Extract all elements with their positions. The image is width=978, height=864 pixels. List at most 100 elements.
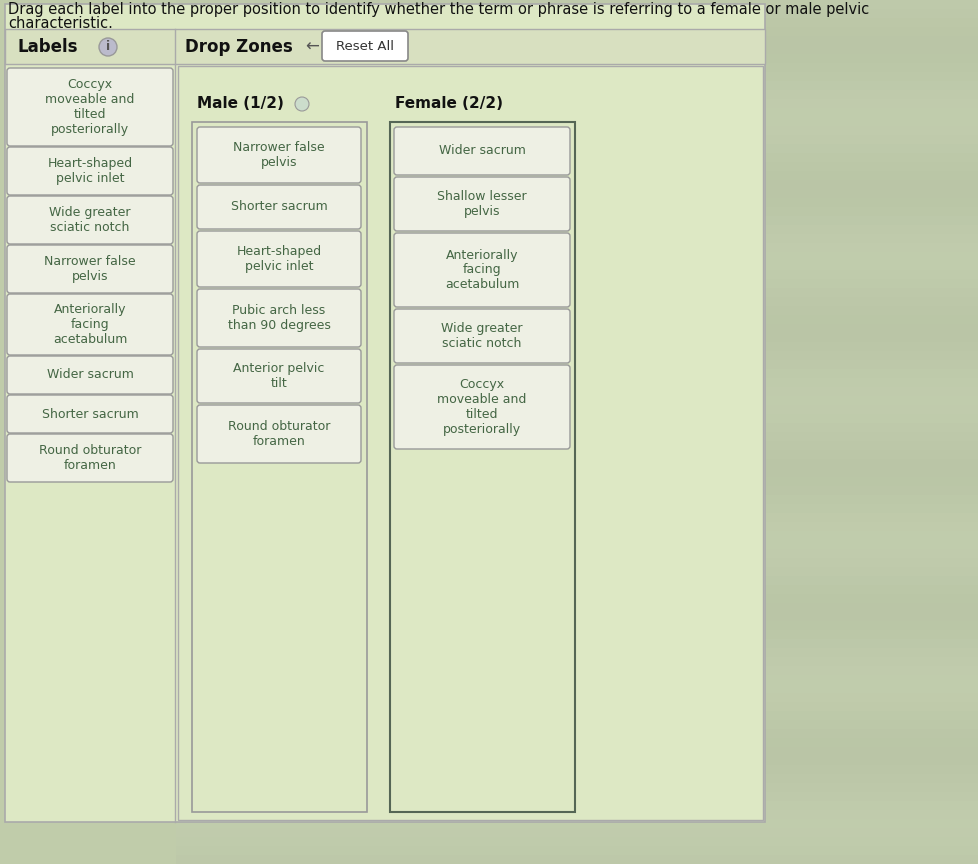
Text: Drag each label into the proper position to identify whether the term or phrase : Drag each label into the proper position… xyxy=(8,2,868,17)
Text: Coccyx
moveable and
tilted
posteriorally: Coccyx moveable and tilted posteriorally xyxy=(45,78,135,136)
Bar xyxy=(176,747,978,756)
Bar xyxy=(176,639,978,648)
Bar xyxy=(176,54,978,63)
Bar xyxy=(176,9,978,18)
Text: characteristic.: characteristic. xyxy=(8,16,112,31)
Bar xyxy=(176,756,978,765)
Bar xyxy=(176,360,978,369)
Bar xyxy=(176,801,978,810)
Bar xyxy=(176,783,978,792)
FancyBboxPatch shape xyxy=(197,231,361,287)
Text: Shallow lesser
pelvis: Shallow lesser pelvis xyxy=(437,190,526,218)
Bar xyxy=(176,180,978,189)
Bar xyxy=(176,324,978,333)
Text: Reset All: Reset All xyxy=(335,40,393,53)
FancyBboxPatch shape xyxy=(197,127,361,183)
Bar xyxy=(176,108,978,117)
Bar xyxy=(176,36,978,45)
Bar xyxy=(176,486,978,495)
FancyBboxPatch shape xyxy=(393,177,569,231)
Bar xyxy=(176,594,978,603)
Text: Drop Zones: Drop Zones xyxy=(185,38,292,56)
Bar xyxy=(176,630,978,639)
Text: Shorter sacrum: Shorter sacrum xyxy=(231,200,327,213)
Bar xyxy=(176,558,978,567)
Bar xyxy=(176,315,978,324)
Bar xyxy=(176,387,978,396)
Text: Wide greater
sciatic notch: Wide greater sciatic notch xyxy=(49,206,131,234)
Text: Narrower false
pelvis: Narrower false pelvis xyxy=(44,255,136,283)
Bar xyxy=(176,216,978,225)
Text: i: i xyxy=(106,41,110,54)
Bar xyxy=(176,702,978,711)
Text: Coccyx
moveable and
tilted
posteriorally: Coccyx moveable and tilted posteriorally xyxy=(437,378,526,436)
FancyBboxPatch shape xyxy=(7,147,173,195)
Bar xyxy=(176,855,978,864)
Bar xyxy=(176,792,978,801)
Bar xyxy=(176,369,978,378)
Bar xyxy=(176,261,978,270)
Bar xyxy=(176,252,978,261)
Bar xyxy=(176,423,978,432)
Bar xyxy=(176,99,978,108)
Bar xyxy=(176,378,978,387)
FancyBboxPatch shape xyxy=(5,4,764,822)
FancyBboxPatch shape xyxy=(7,196,173,244)
Bar xyxy=(176,513,978,522)
Bar xyxy=(176,567,978,576)
Bar xyxy=(176,603,978,612)
Bar xyxy=(176,477,978,486)
FancyBboxPatch shape xyxy=(197,289,361,347)
Bar xyxy=(176,342,978,351)
FancyBboxPatch shape xyxy=(178,66,762,820)
Bar xyxy=(176,243,978,252)
Bar xyxy=(176,729,978,738)
Bar xyxy=(176,162,978,171)
Text: Pubic arch less
than 90 degrees: Pubic arch less than 90 degrees xyxy=(227,304,331,332)
Text: Female (2/2): Female (2/2) xyxy=(394,97,503,111)
Bar xyxy=(176,117,978,126)
Bar xyxy=(176,540,978,549)
Bar xyxy=(176,198,978,207)
FancyBboxPatch shape xyxy=(197,405,361,463)
Bar xyxy=(176,234,978,243)
Bar xyxy=(176,666,978,675)
Bar xyxy=(176,837,978,846)
Text: Male (1/2): Male (1/2) xyxy=(197,97,284,111)
Bar xyxy=(176,306,978,315)
Bar xyxy=(176,522,978,531)
Bar xyxy=(176,819,978,828)
Bar xyxy=(176,153,978,162)
FancyBboxPatch shape xyxy=(197,349,361,403)
FancyBboxPatch shape xyxy=(192,122,367,812)
Bar xyxy=(176,333,978,342)
Bar xyxy=(176,711,978,720)
Bar xyxy=(176,531,978,540)
Bar xyxy=(176,846,978,855)
Circle shape xyxy=(294,97,309,111)
Text: Anteriorally
facing
acetabulum: Anteriorally facing acetabulum xyxy=(444,249,518,291)
Bar xyxy=(176,657,978,666)
Text: ←: ← xyxy=(305,38,319,56)
Text: Anterior pelvic
tilt: Anterior pelvic tilt xyxy=(233,362,325,390)
FancyBboxPatch shape xyxy=(389,122,574,812)
Text: Heart-shaped
pelvic inlet: Heart-shaped pelvic inlet xyxy=(47,157,132,185)
Text: Shorter sacrum: Shorter sacrum xyxy=(42,408,138,421)
Bar xyxy=(176,810,978,819)
Bar xyxy=(176,693,978,702)
Bar xyxy=(176,828,978,837)
Bar xyxy=(176,90,978,99)
Text: Wider sacrum: Wider sacrum xyxy=(47,369,133,382)
Text: Round obturator
foramen: Round obturator foramen xyxy=(228,420,330,448)
Bar xyxy=(176,270,978,279)
Bar xyxy=(176,45,978,54)
Text: Wider sacrum: Wider sacrum xyxy=(438,144,525,157)
Bar xyxy=(176,189,978,198)
Bar xyxy=(176,432,978,441)
Bar xyxy=(176,504,978,513)
FancyBboxPatch shape xyxy=(7,395,173,433)
Bar xyxy=(176,225,978,234)
FancyBboxPatch shape xyxy=(7,434,173,482)
Bar xyxy=(176,450,978,459)
Bar xyxy=(176,495,978,504)
